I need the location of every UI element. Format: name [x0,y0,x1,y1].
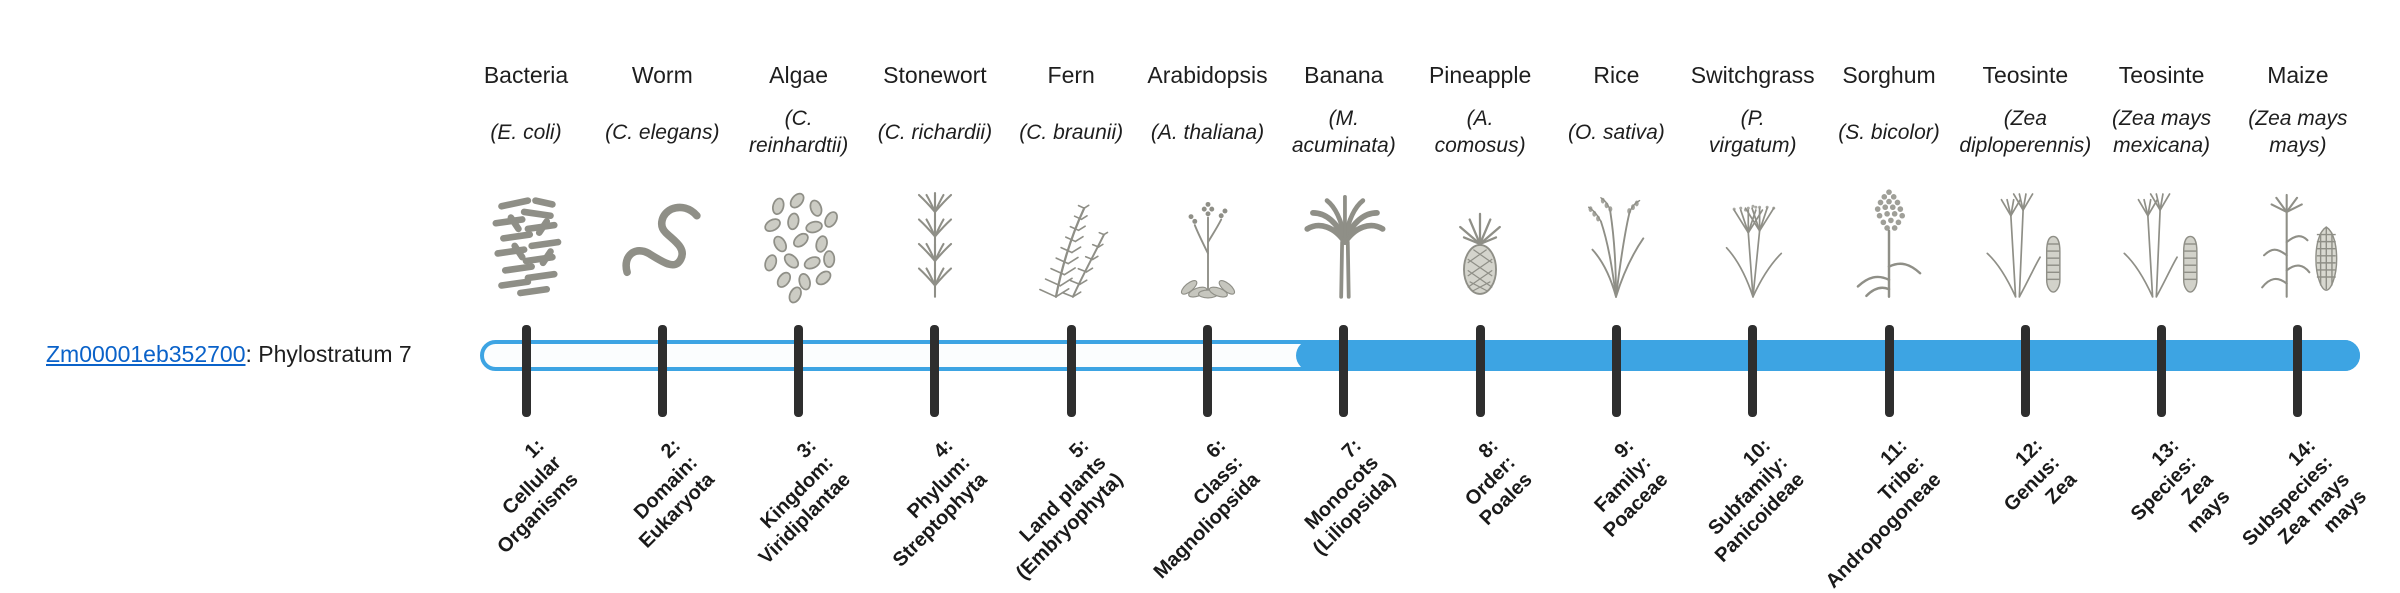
arabidopsis-icon [1133,172,1283,310]
organism-scientific-name: (E. coli) [490,120,562,144]
organism-scientific-name: (Zea diploperennis) [1959,107,2092,157]
phylostratum-tick [1066,325,1076,417]
organism-common-name: Teosinte [1982,62,2069,88]
phylostratum-label: 13: Species: Zea mays [2127,434,2235,538]
rice-icon [1541,172,1691,310]
phylostratigraphy-figure: Zm00001eb352700: Phylostratum 7 Bacteria… [46,62,2373,593]
phylostratum-label: 12: Genus: Zea [2000,434,2082,516]
organism-scientific-name: (S. bicolor) [1838,120,1940,144]
phylostratum-label: 5: Land plants (Embryophyta) [1012,434,1128,584]
phylostratum-label: 7: Monocots (Liliopsida) [1300,434,1401,560]
organism-common-name: Switchgrass [1690,62,1815,88]
phylostratum-label: 8: Order: Poales [1460,434,1537,530]
organism-common-name: Bacteria [483,62,569,88]
bacteria-icon [451,172,601,310]
phylostratum-tick [1339,325,1349,417]
organism-common-name: Stonewort [883,62,987,88]
phylostratum-tick [1475,325,1485,417]
phylostratum-label: 1: Cellular Organisms [492,434,583,559]
organism-scientific-name: (M. acuminata) [1291,107,1396,157]
organism-common-name: Banana [1304,62,1384,88]
timeline-filled-segment [1296,340,2360,371]
organism-scientific-name: (O. sativa) [1567,120,1665,144]
pineapple-icon [1405,172,1555,310]
organism-common-name: Maize [2267,62,2329,88]
phylostratum-label: 3: Kingdom: Viridiplantae [754,434,855,569]
maize-icon [2223,172,2373,310]
phylostratum-label: 11: Tribe: Andropogoneae [1821,434,1946,593]
phylostratum-tick [2293,325,2303,417]
algae-icon [724,172,874,310]
phylostratum-label: 10: Subfamily: Panicoideae [1704,434,1809,567]
phylostratum-tick [1884,325,1894,417]
organism-common-name: Worm [631,62,693,88]
phylostratum-tick [1611,325,1621,417]
gene-label: Zm00001eb352700: Phylostratum 7 [46,341,412,368]
phylostratum-tick [521,325,531,417]
organism-scientific-name: (C. richardii) [877,120,993,144]
organism-scientific-name: (A. thaliana) [1150,120,1265,144]
organism-scientific-name: (P. virgatum) [1708,107,1797,157]
phylostratum-tick [2020,325,2030,417]
organism-scientific-name: (A. comosus) [1434,107,1526,157]
organism-scientific-name: (C. reinhardtii) [748,107,849,157]
organism-scientific-name: (C. braunii) [1019,120,1124,144]
organism-scientific-name: (Zea mays mays) [2248,107,2348,157]
sorghum-icon [1814,172,1964,310]
phylostratum-tick [657,325,667,417]
teosinte-icon [1950,172,2100,310]
organism-common-name: Algae [769,62,828,88]
organism-common-name: Sorghum [1842,62,1936,88]
organism-common-name: Rice [1593,62,1640,88]
organism-common-name: Pineapple [1428,62,1532,88]
fern-icon [996,172,1146,310]
phylostratum-tick [930,325,940,417]
phylostratum-label: 14: Subspecies: Zea mays mays [2238,434,2372,551]
phylostratum-label: 6: Class: Magnoliopsida [1149,434,1264,584]
phylostratum-tick [1203,325,1212,417]
banana-icon [1269,172,1419,310]
organism-common-name: Fern [1047,62,1095,88]
gene-label-suffix: : Phylostratum 7 [245,341,412,367]
phylostratum-tick [2157,325,2167,417]
organism-scientific-name: (Zea mays mexicana) [2112,107,2212,157]
organism-scientific-name: (C. elegans) [605,120,720,144]
phylostratum-label: 2: Domain: Eukaryota [629,434,719,553]
phylostratum-tick [794,325,804,417]
phylostratum-tick [1748,325,1758,417]
worm-icon [587,172,737,310]
organism-common-name: Arabidopsis [1147,62,1268,88]
gene-link[interactable]: Zm00001eb352700 [46,341,246,367]
organism-common-name: Teosinte [2118,62,2205,88]
switchgrass-icon [1678,172,1828,310]
stonewort-icon [860,172,1010,310]
teosinte-icon [2087,172,2237,310]
phylostratum-label: 9: Family: Poaceae [1590,434,1673,542]
phylostratum-label: 4: Phylum: Streptophyta [888,434,992,572]
